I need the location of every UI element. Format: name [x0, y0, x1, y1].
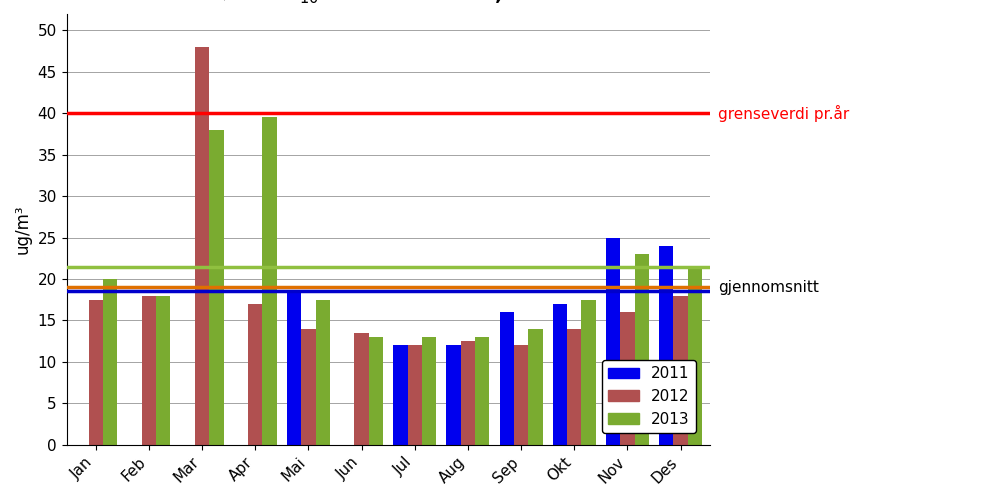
- Bar: [195, 47, 209, 444]
- Bar: [499, 312, 514, 444]
- Bar: [659, 246, 673, 444]
- Bar: [156, 296, 171, 444]
- Bar: [552, 304, 567, 444]
- Bar: [393, 346, 407, 444]
- Bar: [620, 312, 635, 444]
- Bar: [301, 328, 316, 444]
- Bar: [461, 341, 475, 444]
- Bar: [606, 238, 620, 444]
- Bar: [528, 328, 542, 444]
- Bar: [209, 130, 224, 444]
- Bar: [316, 300, 330, 444]
- Bar: [263, 118, 277, 444]
- Bar: [673, 296, 688, 444]
- Bar: [635, 254, 649, 444]
- Bar: [407, 346, 422, 444]
- Y-axis label: ug/m³: ug/m³: [14, 204, 32, 254]
- Legend: 2011, 2012, 2013: 2011, 2012, 2013: [602, 360, 696, 433]
- Bar: [103, 279, 118, 444]
- Bar: [567, 328, 582, 444]
- Bar: [142, 296, 156, 444]
- Text: grenseverdi pr.år: grenseverdi pr.år: [718, 105, 850, 122]
- Bar: [446, 346, 461, 444]
- Bar: [354, 333, 369, 444]
- Bar: [688, 266, 702, 444]
- Title: SVEVESTØV PM$_{10}$ SVERRESGATE, PORSGRUNN: SVEVESTØV PM$_{10}$ SVERRESGATE, PORSGRU…: [117, 0, 659, 6]
- Bar: [422, 337, 437, 444]
- Text: gjennomsnitt: gjennomsnitt: [718, 280, 819, 295]
- Bar: [514, 346, 528, 444]
- Bar: [475, 337, 490, 444]
- Bar: [582, 300, 595, 444]
- Bar: [248, 304, 263, 444]
- Bar: [286, 292, 301, 444]
- Bar: [369, 337, 384, 444]
- Bar: [88, 300, 103, 444]
